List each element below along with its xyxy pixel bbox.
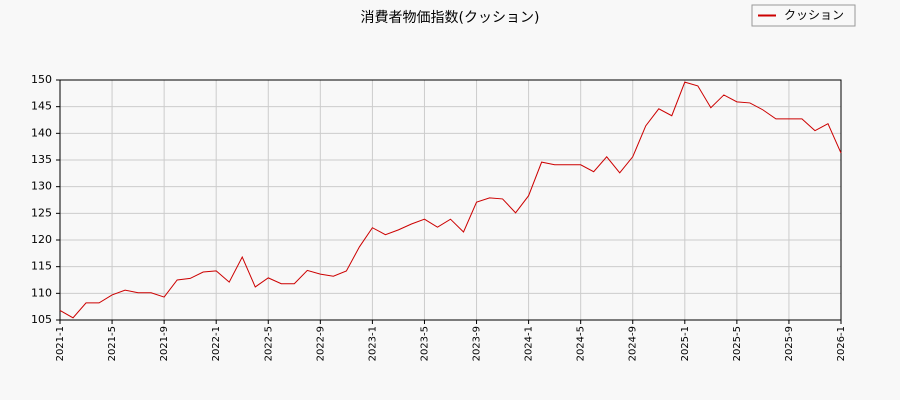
x-tick-label: 2025-9 <box>784 326 795 361</box>
x-tick-label: 2021-5 <box>107 326 118 361</box>
x-tick-label: 2022-9 <box>315 326 326 361</box>
y-tick-label: 125 <box>31 206 52 219</box>
x-tick-label: 2024-9 <box>628 326 639 361</box>
x-tick-label: 2025-5 <box>732 326 743 361</box>
y-tick-label: 115 <box>31 260 52 273</box>
plot-frame <box>59 79 842 321</box>
chart-title: 消費者物価指数(クッション) <box>361 10 540 26</box>
x-tick-label: 2023-9 <box>472 326 483 361</box>
y-tick-label: 120 <box>31 233 52 246</box>
x-tick-label: 2022-5 <box>263 326 274 361</box>
x-tick-label: 2022-1 <box>211 326 222 361</box>
x-tick-label: 2023-1 <box>367 326 378 361</box>
x-tick-label: 2023-5 <box>419 326 430 361</box>
x-tick-label: 2024-1 <box>524 326 535 361</box>
y-tick-label: 135 <box>31 153 52 166</box>
x-tick-label: 2024-5 <box>576 326 587 361</box>
legend: クッション <box>751 4 856 27</box>
y-tick-label: 145 <box>31 100 52 113</box>
x-tick-label: 2025-1 <box>680 326 691 361</box>
legend-box <box>751 4 856 27</box>
y-tick-label: 110 <box>31 286 52 299</box>
y-tick-label: 105 <box>31 313 52 326</box>
data-line <box>59 81 842 319</box>
x-tick-label: 2026-1 <box>836 326 847 361</box>
y-tick-label: 130 <box>31 180 52 193</box>
x-tick-label: 2021-1 <box>55 326 66 361</box>
x-tick-label: 2021-9 <box>159 326 170 361</box>
y-tick-label: 140 <box>31 126 52 139</box>
legend-label: クッション <box>784 8 844 22</box>
y-tick-label: 150 <box>31 73 52 86</box>
